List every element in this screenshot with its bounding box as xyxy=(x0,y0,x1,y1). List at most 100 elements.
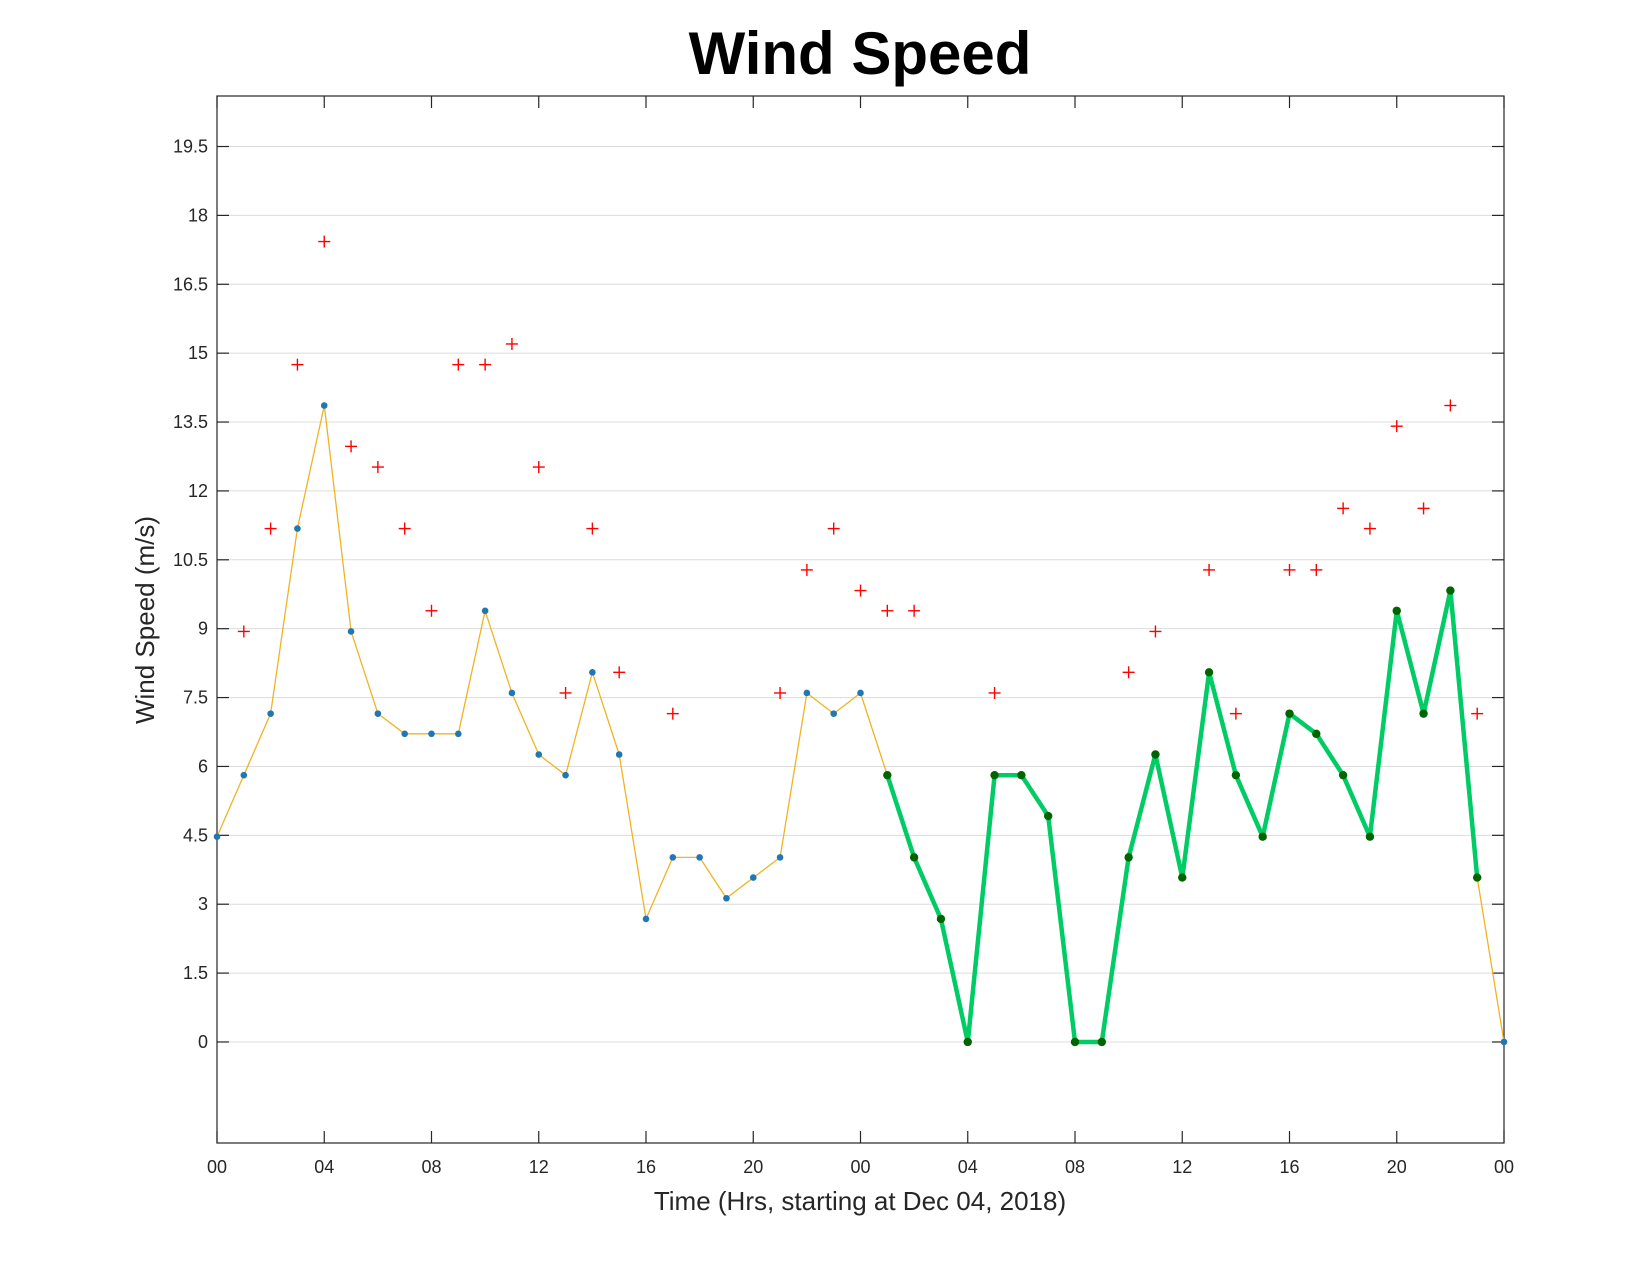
data-point xyxy=(857,689,864,697)
series-3 xyxy=(237,235,1484,720)
gridlines xyxy=(217,146,1504,1043)
x-axis-label: Time (Hrs, starting at Dec 04, 2018) xyxy=(654,1186,1066,1216)
x-tick-label: 00 xyxy=(850,1157,870,1177)
data-point xyxy=(1338,770,1348,780)
data-point xyxy=(1472,873,1482,882)
x-tick-label: 20 xyxy=(743,1157,763,1177)
x-tick-label: 12 xyxy=(1172,1157,1192,1177)
data-point xyxy=(347,628,355,635)
data-point xyxy=(963,1037,972,1047)
data-point xyxy=(936,914,946,924)
y-tick-label: 1.5 xyxy=(183,963,208,983)
plus-marker xyxy=(774,686,787,699)
data-point xyxy=(508,689,516,697)
data-point xyxy=(1151,750,1160,759)
plus-marker xyxy=(881,604,894,617)
plus-marker xyxy=(1471,707,1484,720)
y-tick-label: 16.5 xyxy=(173,274,208,294)
plus-marker xyxy=(1203,563,1216,576)
plus-marker xyxy=(827,522,840,535)
plus-marker xyxy=(1149,625,1162,638)
data-point xyxy=(294,525,301,532)
data-point xyxy=(267,710,274,717)
data-point xyxy=(776,854,784,861)
data-point xyxy=(374,710,382,717)
plus-marker xyxy=(1283,563,1296,576)
data-point xyxy=(1231,770,1241,780)
data-point xyxy=(320,402,328,409)
data-point xyxy=(669,854,677,861)
y-tick-label: 13.5 xyxy=(173,412,208,432)
plus-marker xyxy=(1444,399,1457,412)
plus-marker xyxy=(988,686,1001,699)
plus-marker xyxy=(425,604,438,617)
y-tick-label: 7.5 xyxy=(183,688,208,708)
plus-marker xyxy=(666,707,679,720)
data-point xyxy=(1178,873,1187,882)
data-point xyxy=(1070,1037,1080,1047)
x-tick-label: 16 xyxy=(1279,1157,1299,1177)
y-tick-label: 15 xyxy=(188,343,208,363)
plus-marker xyxy=(800,563,813,576)
data-point xyxy=(455,730,462,738)
data-point xyxy=(535,751,543,758)
data-point xyxy=(1312,729,1321,739)
data-point xyxy=(723,894,730,902)
data-point xyxy=(1097,1037,1107,1047)
plus-marker xyxy=(264,522,277,535)
y-tick-label: 10.5 xyxy=(173,550,208,570)
y-tick-label: 9 xyxy=(198,619,208,639)
plus-marker xyxy=(559,686,572,699)
data-point xyxy=(401,730,408,738)
plus-marker xyxy=(479,358,492,371)
plus-marker xyxy=(318,235,331,248)
x-tick-label: 00 xyxy=(207,1157,227,1177)
plus-marker xyxy=(613,666,626,679)
plus-marker xyxy=(532,461,545,474)
x-tick-label: 04 xyxy=(958,1157,978,1177)
axis-ticks: 0 1.5 3 4.5 6 7.5 9 10.5 12 13.5 15 16.5 18 19.5 00 04 0… xyxy=(173,96,1514,1177)
y-tick-label: 19.5 xyxy=(173,137,208,157)
data-point xyxy=(1124,853,1133,862)
plus-marker xyxy=(1310,563,1323,576)
data-point xyxy=(1017,770,1026,780)
plus-marker xyxy=(1363,522,1376,535)
plus-marker xyxy=(1337,502,1350,515)
chart-title: Wind Speed xyxy=(689,20,1032,87)
data-point xyxy=(830,710,837,717)
data-point xyxy=(562,771,569,779)
data-point xyxy=(1285,709,1294,718)
x-tick-label: 08 xyxy=(1065,1157,1085,1177)
data-point xyxy=(1392,606,1401,615)
plus-marker xyxy=(237,625,250,638)
plus-marker xyxy=(291,358,304,371)
x-tick-label: 16 xyxy=(636,1157,656,1177)
data-point xyxy=(1419,709,1428,718)
data-point xyxy=(481,607,489,615)
y-tick-label: 6 xyxy=(198,756,208,776)
x-tick-label: 00 xyxy=(1494,1157,1514,1177)
data-point xyxy=(909,853,919,862)
plus-marker xyxy=(854,584,867,597)
y-tick-label: 18 xyxy=(188,205,208,225)
data-point xyxy=(213,833,221,841)
plus-marker xyxy=(452,358,465,371)
y-tick-label: 4.5 xyxy=(183,825,208,845)
plus-marker xyxy=(398,522,411,535)
plus-marker xyxy=(908,604,921,617)
y-axis-label: Wind Speed (m/s) xyxy=(130,516,160,724)
data-point xyxy=(1258,832,1267,841)
plus-marker xyxy=(371,461,384,474)
data-point xyxy=(589,669,596,676)
y-tick-label: 12 xyxy=(188,481,208,501)
data-point xyxy=(1365,832,1375,841)
data-point xyxy=(615,751,623,758)
plus-marker xyxy=(1122,666,1135,679)
x-tick-label: 04 xyxy=(314,1157,334,1177)
data-point xyxy=(803,689,811,697)
data-point xyxy=(696,854,703,861)
data-series xyxy=(213,235,1508,1047)
plus-marker xyxy=(1417,502,1430,515)
